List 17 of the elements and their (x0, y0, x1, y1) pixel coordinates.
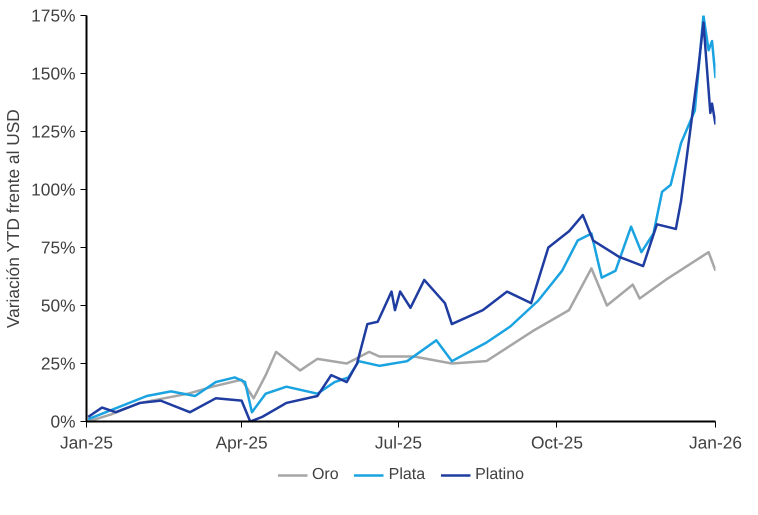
x-tick-label: Jul-25 (374, 432, 422, 452)
y-tick-label: 125% (31, 122, 76, 142)
legend-label: Oro (312, 466, 339, 484)
y-axis-title: Variación YTD frente al USD (3, 109, 24, 328)
y-tick-label: 175% (31, 6, 76, 26)
y-tick-label: 50% (40, 296, 76, 316)
legend-label: Platino (475, 466, 524, 484)
y-tick-label: 75% (40, 238, 76, 258)
y-tick-label: 0% (50, 412, 76, 432)
y-tick-label: 25% (40, 354, 76, 374)
x-tick-label: Jan-26 (689, 432, 742, 452)
y-tick-label: 100% (31, 180, 76, 200)
x-tick-label: Apr-25 (216, 432, 268, 452)
x-tick-label: Oct-25 (530, 432, 583, 452)
y-tick-label: 150% (31, 64, 76, 84)
legend-label: Plata (388, 466, 426, 484)
x-tick-label: Jan-25 (60, 432, 113, 452)
